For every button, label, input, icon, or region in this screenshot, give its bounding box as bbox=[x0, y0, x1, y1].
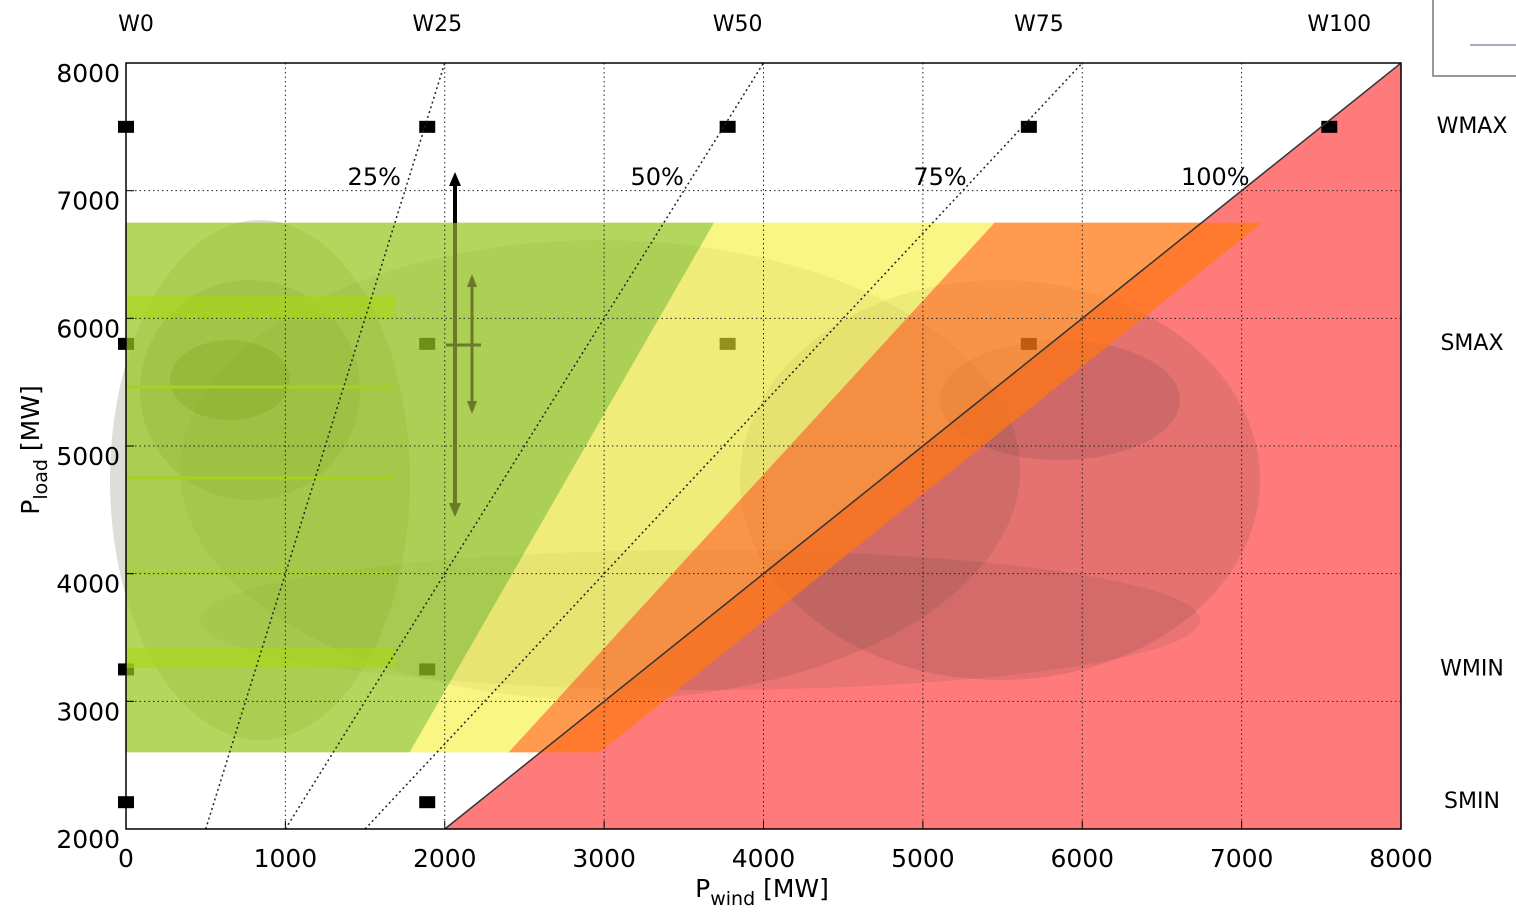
point bbox=[419, 121, 435, 133]
ratio-label: 25% bbox=[348, 163, 401, 191]
column-label: W75 bbox=[1014, 12, 1064, 37]
y-tick-label: 3000 bbox=[56, 697, 120, 726]
column-label: W0 bbox=[118, 12, 154, 37]
y-tick-label: 5000 bbox=[56, 442, 120, 471]
y-tick-label: 2000 bbox=[56, 825, 120, 854]
x-tick-label: 8000 bbox=[1369, 844, 1433, 873]
label-symbol: P bbox=[695, 874, 710, 903]
x-tick-label: 2000 bbox=[413, 844, 477, 873]
label-subscript: wind bbox=[710, 888, 755, 910]
row-label: SMIN bbox=[1444, 789, 1500, 814]
point bbox=[1321, 121, 1337, 133]
y-tick-label: 7000 bbox=[56, 187, 120, 216]
x-tick-label: 4000 bbox=[732, 844, 796, 873]
row-label: WMIN bbox=[1440, 656, 1504, 681]
column-label: W50 bbox=[713, 12, 763, 37]
thumbnail bbox=[1433, 0, 1516, 76]
point bbox=[1021, 121, 1037, 133]
point bbox=[419, 796, 435, 808]
decor-band bbox=[126, 296, 396, 320]
x-tick-label: 5000 bbox=[891, 844, 955, 873]
y-tick-label: 6000 bbox=[56, 314, 120, 343]
column-label: W25 bbox=[412, 12, 462, 37]
label-subscript: load bbox=[30, 459, 52, 500]
y-tick-label: 4000 bbox=[56, 570, 120, 599]
thumbnail-frame bbox=[1433, 0, 1516, 76]
ratio-label: 75% bbox=[913, 163, 966, 191]
x-tick-label: 3000 bbox=[572, 844, 636, 873]
row-label: SMAX bbox=[1440, 331, 1503, 356]
x-tick-label: 6000 bbox=[1050, 844, 1114, 873]
row-label: WMAX bbox=[1437, 114, 1508, 139]
label-unit: [MW] bbox=[16, 385, 45, 459]
chart: Pwind [MW] Pload [MW] 0 1000 2000 3000 4000 5… bbox=[0, 0, 1516, 913]
ratio-label: 100% bbox=[1181, 163, 1250, 191]
label-symbol: P bbox=[16, 500, 45, 515]
point bbox=[720, 121, 736, 133]
ratio-label: 50% bbox=[630, 163, 683, 191]
y-tick-label: 8000 bbox=[56, 59, 120, 88]
label-unit: [MW] bbox=[755, 874, 829, 903]
column-label: W100 bbox=[1307, 12, 1371, 37]
x-tick-label: 7000 bbox=[1210, 844, 1274, 873]
x-tick-label: 0 bbox=[118, 844, 134, 873]
x-tick-label: 1000 bbox=[254, 844, 318, 873]
